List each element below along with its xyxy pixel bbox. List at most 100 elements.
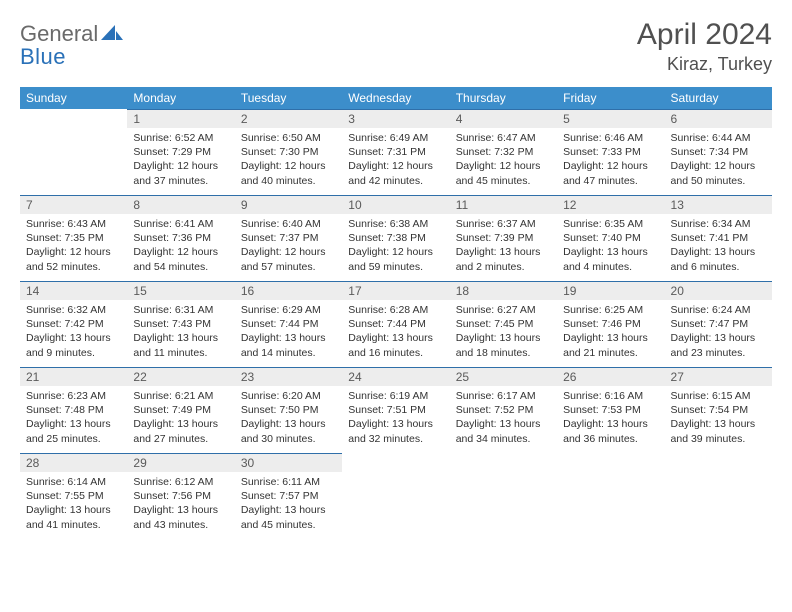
logo-text-blue: Blue — [20, 45, 123, 68]
calendar-cell: 11Sunrise: 6:37 AMSunset: 7:39 PMDayligh… — [450, 195, 557, 281]
day-number: 8 — [127, 195, 234, 214]
calendar-cell: 6Sunrise: 6:44 AMSunset: 7:34 PMDaylight… — [665, 109, 772, 195]
day-number: 2 — [235, 109, 342, 128]
calendar-cell: 7Sunrise: 6:43 AMSunset: 7:35 PMDaylight… — [20, 195, 127, 281]
calendar-cell: 9Sunrise: 6:40 AMSunset: 7:37 PMDaylight… — [235, 195, 342, 281]
calendar-cell: 5Sunrise: 6:46 AMSunset: 7:33 PMDaylight… — [557, 109, 664, 195]
calendar-cell — [665, 453, 772, 539]
day-number: 19 — [557, 281, 664, 300]
day-number: 22 — [127, 367, 234, 386]
day-details: Sunrise: 6:14 AMSunset: 7:55 PMDaylight:… — [20, 472, 127, 538]
calendar-cell — [20, 109, 127, 195]
day-details: Sunrise: 6:37 AMSunset: 7:39 PMDaylight:… — [450, 214, 557, 280]
day-number: 7 — [20, 195, 127, 214]
calendar-cell: 2Sunrise: 6:50 AMSunset: 7:30 PMDaylight… — [235, 109, 342, 195]
day-details: Sunrise: 6:44 AMSunset: 7:34 PMDaylight:… — [665, 128, 772, 194]
day-number: 20 — [665, 281, 772, 300]
calendar-row: 21Sunrise: 6:23 AMSunset: 7:48 PMDayligh… — [20, 367, 772, 453]
day-number: 10 — [342, 195, 449, 214]
calendar-cell: 1Sunrise: 6:52 AMSunset: 7:29 PMDaylight… — [127, 109, 234, 195]
day-number: 12 — [557, 195, 664, 214]
calendar-cell: 29Sunrise: 6:12 AMSunset: 7:56 PMDayligh… — [127, 453, 234, 539]
calendar-body: 1Sunrise: 6:52 AMSunset: 7:29 PMDaylight… — [20, 109, 772, 539]
calendar-cell: 12Sunrise: 6:35 AMSunset: 7:40 PMDayligh… — [557, 195, 664, 281]
day-number: 13 — [665, 195, 772, 214]
logo: General Blue — [20, 18, 123, 68]
day-details: Sunrise: 6:47 AMSunset: 7:32 PMDaylight:… — [450, 128, 557, 194]
header: General Blue April 2024 Kiraz, Turkey — [20, 18, 772, 75]
calendar-row: 7Sunrise: 6:43 AMSunset: 7:35 PMDaylight… — [20, 195, 772, 281]
calendar-cell: 30Sunrise: 6:11 AMSunset: 7:57 PMDayligh… — [235, 453, 342, 539]
day-details: Sunrise: 6:38 AMSunset: 7:38 PMDaylight:… — [342, 214, 449, 280]
calendar-table: Sunday Monday Tuesday Wednesday Thursday… — [20, 87, 772, 539]
title-block: April 2024 Kiraz, Turkey — [637, 18, 772, 75]
calendar-cell: 18Sunrise: 6:27 AMSunset: 7:45 PMDayligh… — [450, 281, 557, 367]
weekday-header: Wednesday — [342, 87, 449, 109]
day-details: Sunrise: 6:34 AMSunset: 7:41 PMDaylight:… — [665, 214, 772, 280]
day-details: Sunrise: 6:35 AMSunset: 7:40 PMDaylight:… — [557, 214, 664, 280]
calendar-cell — [450, 453, 557, 539]
day-details: Sunrise: 6:23 AMSunset: 7:48 PMDaylight:… — [20, 386, 127, 452]
page: General Blue April 2024 Kiraz, Turkey Su… — [0, 0, 792, 612]
day-number: 17 — [342, 281, 449, 300]
day-number: 18 — [450, 281, 557, 300]
day-number: 6 — [665, 109, 772, 128]
calendar-cell: 4Sunrise: 6:47 AMSunset: 7:32 PMDaylight… — [450, 109, 557, 195]
day-number: 23 — [235, 367, 342, 386]
day-number: 14 — [20, 281, 127, 300]
day-number: 27 — [665, 367, 772, 386]
calendar-cell: 19Sunrise: 6:25 AMSunset: 7:46 PMDayligh… — [557, 281, 664, 367]
day-details: Sunrise: 6:15 AMSunset: 7:54 PMDaylight:… — [665, 386, 772, 452]
calendar-cell: 10Sunrise: 6:38 AMSunset: 7:38 PMDayligh… — [342, 195, 449, 281]
day-number: 9 — [235, 195, 342, 214]
calendar-cell: 20Sunrise: 6:24 AMSunset: 7:47 PMDayligh… — [665, 281, 772, 367]
calendar-cell: 24Sunrise: 6:19 AMSunset: 7:51 PMDayligh… — [342, 367, 449, 453]
calendar-cell: 16Sunrise: 6:29 AMSunset: 7:44 PMDayligh… — [235, 281, 342, 367]
calendar-cell: 17Sunrise: 6:28 AMSunset: 7:44 PMDayligh… — [342, 281, 449, 367]
day-number: 25 — [450, 367, 557, 386]
day-details: Sunrise: 6:17 AMSunset: 7:52 PMDaylight:… — [450, 386, 557, 452]
weekday-header: Friday — [557, 87, 664, 109]
weekday-header: Thursday — [450, 87, 557, 109]
day-details: Sunrise: 6:20 AMSunset: 7:50 PMDaylight:… — [235, 386, 342, 452]
day-number: 16 — [235, 281, 342, 300]
weekday-header-row: Sunday Monday Tuesday Wednesday Thursday… — [20, 87, 772, 109]
calendar-cell: 22Sunrise: 6:21 AMSunset: 7:49 PMDayligh… — [127, 367, 234, 453]
day-details: Sunrise: 6:49 AMSunset: 7:31 PMDaylight:… — [342, 128, 449, 194]
day-details: Sunrise: 6:25 AMSunset: 7:46 PMDaylight:… — [557, 300, 664, 366]
day-details: Sunrise: 6:21 AMSunset: 7:49 PMDaylight:… — [127, 386, 234, 452]
day-number: 15 — [127, 281, 234, 300]
day-details: Sunrise: 6:32 AMSunset: 7:42 PMDaylight:… — [20, 300, 127, 366]
calendar-cell: 14Sunrise: 6:32 AMSunset: 7:42 PMDayligh… — [20, 281, 127, 367]
calendar-cell: 15Sunrise: 6:31 AMSunset: 7:43 PMDayligh… — [127, 281, 234, 367]
calendar-cell: 28Sunrise: 6:14 AMSunset: 7:55 PMDayligh… — [20, 453, 127, 539]
day-details: Sunrise: 6:52 AMSunset: 7:29 PMDaylight:… — [127, 128, 234, 194]
calendar-cell: 21Sunrise: 6:23 AMSunset: 7:48 PMDayligh… — [20, 367, 127, 453]
day-details: Sunrise: 6:46 AMSunset: 7:33 PMDaylight:… — [557, 128, 664, 194]
calendar-cell — [342, 453, 449, 539]
day-details: Sunrise: 6:31 AMSunset: 7:43 PMDaylight:… — [127, 300, 234, 366]
calendar-row: 1Sunrise: 6:52 AMSunset: 7:29 PMDaylight… — [20, 109, 772, 195]
calendar-cell: 25Sunrise: 6:17 AMSunset: 7:52 PMDayligh… — [450, 367, 557, 453]
day-details: Sunrise: 6:11 AMSunset: 7:57 PMDaylight:… — [235, 472, 342, 538]
calendar-row: 28Sunrise: 6:14 AMSunset: 7:55 PMDayligh… — [20, 453, 772, 539]
day-number: 28 — [20, 453, 127, 472]
logo-sail-icon — [101, 22, 123, 45]
day-number: 4 — [450, 109, 557, 128]
weekday-header: Sunday — [20, 87, 127, 109]
calendar-cell: 27Sunrise: 6:15 AMSunset: 7:54 PMDayligh… — [665, 367, 772, 453]
calendar-cell: 8Sunrise: 6:41 AMSunset: 7:36 PMDaylight… — [127, 195, 234, 281]
day-details: Sunrise: 6:50 AMSunset: 7:30 PMDaylight:… — [235, 128, 342, 194]
calendar-cell: 13Sunrise: 6:34 AMSunset: 7:41 PMDayligh… — [665, 195, 772, 281]
day-number: 30 — [235, 453, 342, 472]
day-details: Sunrise: 6:27 AMSunset: 7:45 PMDaylight:… — [450, 300, 557, 366]
day-number: 24 — [342, 367, 449, 386]
day-details: Sunrise: 6:28 AMSunset: 7:44 PMDaylight:… — [342, 300, 449, 366]
day-details: Sunrise: 6:29 AMSunset: 7:44 PMDaylight:… — [235, 300, 342, 366]
day-details: Sunrise: 6:40 AMSunset: 7:37 PMDaylight:… — [235, 214, 342, 280]
day-details: Sunrise: 6:12 AMSunset: 7:56 PMDaylight:… — [127, 472, 234, 538]
page-location: Kiraz, Turkey — [637, 54, 772, 75]
day-number: 1 — [127, 109, 234, 128]
calendar-cell: 26Sunrise: 6:16 AMSunset: 7:53 PMDayligh… — [557, 367, 664, 453]
day-number: 21 — [20, 367, 127, 386]
